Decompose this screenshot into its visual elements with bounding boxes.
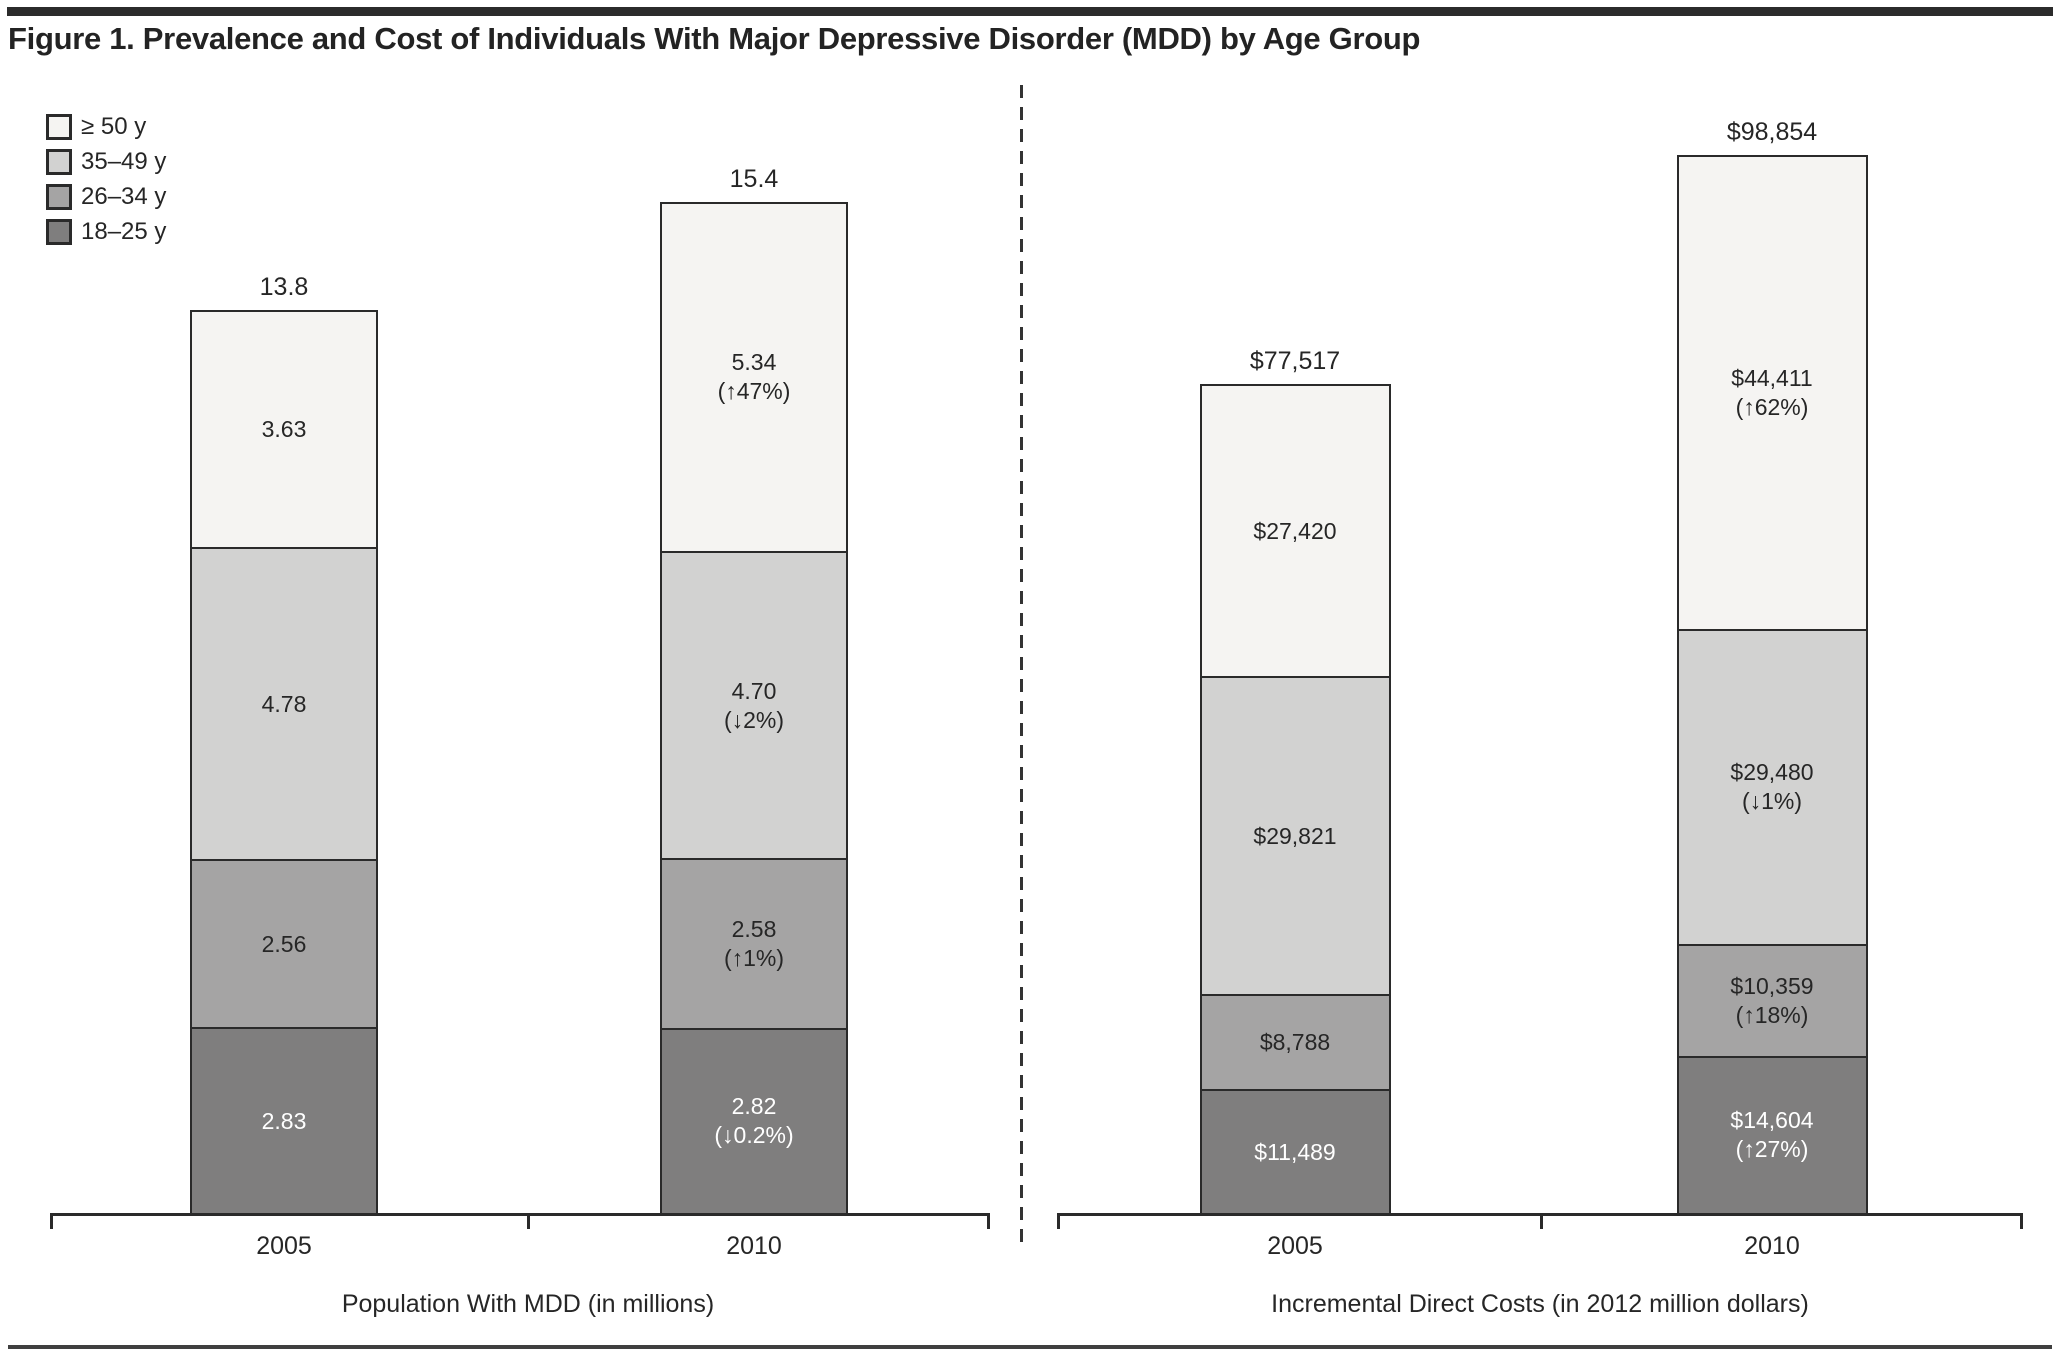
segment-value-label: (↑18%) <box>1735 1001 1809 1028</box>
segment-value-label: 2.83 <box>261 1107 307 1134</box>
legend-item: 18–25 y <box>46 214 166 249</box>
stacked-bar-2005: $27,420 $29,821 $8,788 $11,489 <box>1199 384 1391 1215</box>
legend-swatch-2 <box>46 148 72 175</box>
legend-label: 35–49 y <box>81 147 167 175</box>
segment-value-label: 2.58 <box>731 916 777 942</box>
bar-segment-≥50y: $27,420 <box>1201 386 1389 677</box>
segment-value-label: (↓2%) <box>723 706 785 733</box>
legend-label: 18–25 y <box>81 217 167 245</box>
bar-segment-≥50y: $44,411 (↑62%) <box>1678 157 1866 629</box>
bar-total-label: 13.8 <box>259 273 309 301</box>
legend-swatch-1 <box>46 113 72 140</box>
legend: ≥ 50 y 35–49 y 26–34 y 18–25 y <box>46 109 166 249</box>
stacked-bar-2010: 5.34 (↑47%) 4.70 (↓2%) 2.58 (↑1%) 2.82 (↓0.2%) <box>660 202 848 1215</box>
legend-item: 26–34 y <box>46 179 166 214</box>
bar-segment-18–25y: $14,604 (↑27%) <box>1678 1055 1866 1213</box>
segment-value-label: $29,821 <box>1253 822 1337 849</box>
bar-segment-≥50y: 5.34 (↑47%) <box>662 204 846 551</box>
x-axis-tick <box>50 1215 53 1229</box>
top-rule <box>7 7 2053 16</box>
legend-label: 26–34 y <box>81 182 167 210</box>
bar-segment-26–34y: 2.58 (↑1%) <box>662 858 846 1028</box>
bar-segment-18–25y: $11,489 <box>1201 1089 1389 1214</box>
bar-segment-≥50y: 3.63 <box>192 312 376 548</box>
bar-total-label: $77,517 <box>1249 347 1341 375</box>
bar-segment-35–49y: $29,821 <box>1201 676 1389 995</box>
segment-value-label: $27,420 <box>1253 517 1337 544</box>
legend-item: ≥ 50 y <box>46 109 166 144</box>
bar-segment-18–25y: 2.83 <box>192 1027 376 1213</box>
stacked-bar-2005: 3.63 4.78 2.56 2.83 <box>190 310 378 1215</box>
segment-value-label: $8,788 <box>1259 1029 1331 1056</box>
x-axis-category-label: 2005 <box>256 1232 312 1260</box>
x-axis-tick <box>1057 1215 1060 1229</box>
bar-segment-35–49y: 4.70 (↓2%) <box>662 550 846 859</box>
legend-item: 35–49 y <box>46 144 166 179</box>
x-axis-category-label: 2005 <box>1267 1232 1323 1260</box>
bar-segment-18–25y: 2.82 (↓0.2%) <box>662 1027 846 1213</box>
segment-value-label: 2.82 <box>731 1093 777 1120</box>
segment-value-label: 5.34 <box>731 349 777 376</box>
legend-swatch-4 <box>46 218 72 245</box>
x-axis-tick <box>527 1215 530 1229</box>
x-axis-tick <box>2020 1215 2023 1229</box>
segment-value-label: $44,411 <box>1731 364 1813 391</box>
legend-label: ≥ 50 y <box>81 112 147 140</box>
segment-value-label: (↓0.2%) <box>714 1122 794 1149</box>
panel-divider-dashed-line <box>1020 85 1023 1242</box>
x-axis-category-label: 2010 <box>1744 1232 1800 1260</box>
x-axis-category-label: 2010 <box>726 1232 782 1260</box>
segment-value-label: $11,489 <box>1254 1138 1336 1165</box>
segment-value-label: 3.63 <box>261 416 307 443</box>
bar-total-label: 15.4 <box>729 165 779 193</box>
segment-value-label: $14,604 <box>1730 1107 1814 1134</box>
bar-segment-26–34y: $10,359 (↑18%) <box>1678 943 1866 1056</box>
bar-segment-35–49y: 4.78 <box>192 547 376 860</box>
stacked-bar-2010: $44,411 (↑62%) $29,480 (↓1%) $10,359 (↑18%) $1… <box>1676 155 1868 1215</box>
segment-value-label: (↑47%) <box>717 378 791 405</box>
segment-value-label: 4.70 <box>731 677 777 704</box>
x-axis-title: Population With MDD (in millions) <box>341 1290 715 1318</box>
x-axis-line <box>50 1213 990 1216</box>
bar-segment-35–49y: $29,480 (↓1%) <box>1678 628 1866 944</box>
segment-value-label: 4.78 <box>261 690 307 717</box>
x-axis-tick <box>1540 1215 1543 1229</box>
segment-value-label: $10,359 <box>1730 972 1814 999</box>
bar-segment-26–34y: 2.56 <box>192 859 376 1028</box>
segment-value-label: $29,480 <box>1730 759 1814 786</box>
segment-value-label: 2.56 <box>261 930 307 957</box>
x-axis-title: Incremental Direct Costs (in 2012 millio… <box>1271 1290 1809 1318</box>
segment-value-label: (↑62%) <box>1735 393 1809 420</box>
bottom-rule <box>8 1345 2052 1349</box>
bar-total-label: $98,854 <box>1726 118 1818 146</box>
figure-title: Figure 1. Prevalence and Cost of Individ… <box>8 21 1421 56</box>
bar-segment-26–34y: $8,788 <box>1201 994 1389 1090</box>
x-axis-line <box>1057 1213 2023 1216</box>
segment-value-label: (↑27%) <box>1735 1136 1809 1163</box>
legend-swatch-3 <box>46 183 72 210</box>
segment-value-label: (↑1%) <box>723 945 785 971</box>
segment-value-label: (↓1%) <box>1741 788 1803 815</box>
x-axis-tick <box>987 1215 990 1229</box>
